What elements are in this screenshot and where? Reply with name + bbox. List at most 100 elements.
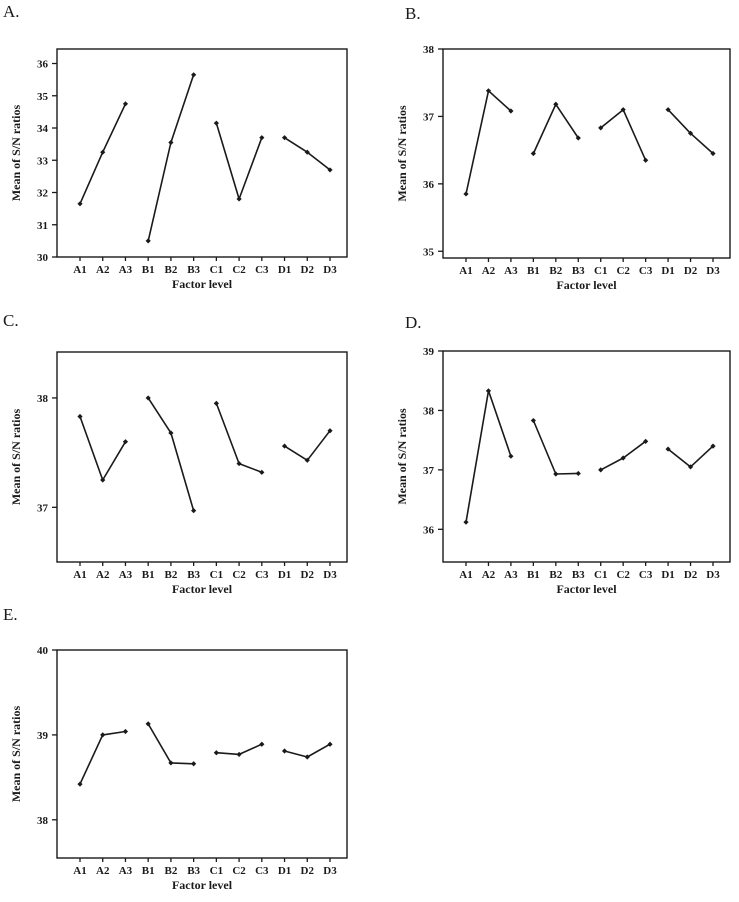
x-tick-label: B1 <box>142 264 155 276</box>
chart-panel-a: A. 30 31 32 33 34 35 36 A1 A2 A3 B1 B2 B3 C1 C2 C3 D1 D2 D… <box>0 0 370 300</box>
plot-frame <box>56 649 348 859</box>
x-tick-label: C3 <box>639 569 653 581</box>
x-tick-label: A1 <box>73 865 86 877</box>
plot-frame <box>442 48 731 259</box>
data-point-marker <box>281 135 288 141</box>
x-tick-label: D1 <box>661 569 674 581</box>
y-axis-title: Mean of S/N ratios <box>395 105 409 202</box>
data-point-marker <box>327 428 333 434</box>
y-tick-label: 39 <box>423 346 435 358</box>
data-point-marker <box>77 413 83 420</box>
x-tick-label: B1 <box>142 569 155 581</box>
data-point-marker <box>213 400 219 407</box>
x-tick-label: A3 <box>504 569 518 581</box>
chart-canvas-d: 36 37 38 39 A1 A2 A3 B1 B2 B3 C1 C2 C3 D1 D2 D3 Mean of … <box>395 346 731 596</box>
x-tick-label: C1 <box>594 265 607 277</box>
x-tick-label: D1 <box>278 264 291 276</box>
y-axis-title: Mean of S/N ratios <box>9 105 23 202</box>
x-tick-label: A3 <box>119 865 133 877</box>
data-point-marker <box>191 72 197 78</box>
x-axis-title: Factor level <box>172 582 233 596</box>
x-tick-label: A2 <box>96 569 110 581</box>
series-line <box>79 415 127 481</box>
data-point-marker <box>553 471 559 477</box>
x-tick-label: C1 <box>210 865 223 877</box>
data-point-marker <box>259 135 265 141</box>
x-tick-label: B2 <box>164 264 177 276</box>
data-point-marker <box>145 395 151 401</box>
series-line <box>667 445 714 468</box>
x-tick-label: A1 <box>459 265 472 277</box>
x-tick-label: B1 <box>142 865 155 877</box>
data-point-marker <box>281 443 288 449</box>
x-tick-label: C1 <box>594 569 607 581</box>
x-tick-label: D2 <box>684 265 698 277</box>
x-tick-label: C3 <box>255 264 269 276</box>
x-axis-title: Factor level <box>556 582 617 596</box>
panel-label-e: E. <box>3 605 18 624</box>
plot-frame <box>442 350 731 563</box>
x-tick-label: D1 <box>278 865 291 877</box>
data-point-marker <box>122 728 129 735</box>
x-tick-label: C3 <box>255 569 269 581</box>
data-point-marker <box>575 470 581 477</box>
series-line <box>147 723 195 765</box>
x-tick-label: C2 <box>232 569 246 581</box>
x-tick-label: C2 <box>232 264 246 276</box>
x-tick-label: B1 <box>527 265 540 277</box>
plot-frame <box>56 48 348 258</box>
series-line <box>215 122 263 200</box>
x-tick-label: D3 <box>323 865 337 877</box>
x-tick-label: A3 <box>504 265 518 277</box>
data-point-marker <box>213 120 219 126</box>
data-point-marker <box>122 101 129 107</box>
y-tick-label: 32 <box>37 188 49 200</box>
x-tick-label: A3 <box>119 264 133 276</box>
x-tick-label: A1 <box>73 569 86 581</box>
x-tick-label: A2 <box>482 265 496 277</box>
x-tick-label: B3 <box>187 865 200 877</box>
x-tick-label: B2 <box>164 569 177 581</box>
data-point-marker <box>168 139 174 146</box>
chart-panel-b: B. 35 36 37 38 A1 A2 A3 B1 B2 B3 C1 C2 C3 D1 D2 D3 Mean … <box>369 0 739 300</box>
plot-frame <box>56 351 348 563</box>
data-point-marker <box>145 238 151 244</box>
data-point-marker <box>553 101 559 107</box>
y-tick-label: 34 <box>37 123 49 135</box>
x-tick-label: D2 <box>301 264 315 276</box>
data-point-marker <box>687 130 694 136</box>
series-line <box>532 419 580 475</box>
series-line <box>147 397 195 512</box>
y-tick-label: 35 <box>423 246 435 258</box>
x-tick-label: C2 <box>232 865 246 877</box>
data-point-marker <box>304 149 310 155</box>
y-tick-label: 30 <box>37 252 49 264</box>
data-point-marker <box>327 167 333 173</box>
data-point-marker <box>304 754 310 760</box>
series-line <box>147 74 195 242</box>
x-tick-label: B3 <box>572 569 585 581</box>
x-tick-label: B3 <box>187 569 200 581</box>
y-tick-label: 37 <box>423 465 435 477</box>
x-tick-label: D3 <box>323 264 337 276</box>
panel-label-c: C. <box>3 311 19 330</box>
data-point-marker <box>304 457 310 463</box>
x-tick-label: C2 <box>616 569 630 581</box>
data-point-marker <box>463 191 469 197</box>
x-tick-label: B3 <box>187 264 200 276</box>
data-point-marker <box>77 781 83 787</box>
panel-label-b: B. <box>405 4 421 23</box>
panel-label-a: A. <box>3 2 20 21</box>
data-point-marker <box>463 519 469 525</box>
y-tick-label: 39 <box>37 730 49 742</box>
data-point-marker <box>710 150 716 157</box>
x-tick-label: D2 <box>684 569 698 581</box>
y-axis-title: Mean of S/N ratios <box>9 409 23 506</box>
data-point-marker <box>259 469 265 475</box>
x-tick-label: D2 <box>301 569 315 581</box>
data-point-marker <box>168 430 174 436</box>
x-tick-label: D2 <box>301 865 315 877</box>
x-tick-label: A1 <box>459 569 472 581</box>
chart-canvas-e: 38 39 40 A1 A2 A3 B1 B2 B3 C1 C2 C3 D1 D2 D3 Mean of S/… <box>9 645 348 892</box>
series-line <box>599 108 647 161</box>
